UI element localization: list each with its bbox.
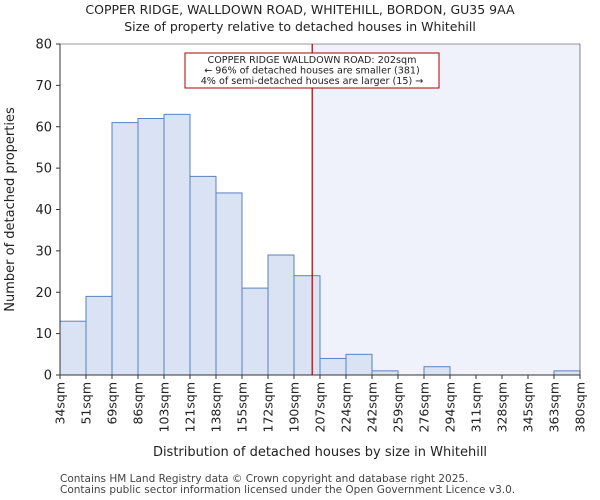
x-tick-label-10: 207sqm [313,382,328,432]
bar-11 [345,353,373,376]
y-tick-label-70: 70 [35,79,52,94]
x-tick-label-14: 276sqm [417,382,432,432]
bar-5 [189,175,217,376]
bar-12 [371,370,399,376]
x-tick-label-12: 242sqm [365,382,380,432]
chart-title: COPPER RIDGE, WALLDOWN ROAD, WHITEHILL, … [85,2,515,17]
x-tick-label-15: 294sqm [443,382,458,432]
y-tick-label-30: 30 [35,244,52,259]
bar-9 [293,275,321,376]
x-tick-label-1: 51sqm [79,382,94,425]
y-tick-label-20: 20 [35,286,52,301]
footer-copyright: Contains HM Land Registry data © Crown c… [60,473,469,485]
bar-10 [319,357,347,376]
x-tick-label-2: 69sqm [105,382,120,425]
x-tick-label-11: 224sqm [339,382,354,432]
annotation-box [184,52,440,89]
bar-4 [163,113,191,376]
annotation-line-3: 4% of semi-detached houses are larger (1… [201,76,424,87]
bar-8 [267,254,295,376]
x-tick-label-4: 103sqm [157,382,172,432]
x-tick-label-6: 138sqm [209,382,224,432]
bar-2 [111,122,139,376]
annotation-line-1: COPPER RIDGE WALLDOWN ROAD: 202sqm [208,55,417,66]
chart-subtitle: Size of property relative to detached ho… [124,19,476,34]
footer-licence: Contains public sector information licen… [60,484,516,496]
x-tick-label-8: 172sqm [261,382,276,432]
x-axis-title: Distribution of detached houses by size … [153,445,487,460]
x-tick-label-0: 34sqm [53,382,68,425]
y-tick-label-80: 80 [35,38,52,53]
bar-7 [241,287,269,376]
x-tick-label-5: 121sqm [183,382,198,432]
bar-19 [553,370,581,376]
x-tick-label-19: 363sqm [547,382,562,432]
bar-14 [423,366,451,376]
bar-3 [137,117,165,376]
y-tick-label-10: 10 [35,327,52,342]
highlight-region [312,44,580,375]
bar-0 [59,320,87,376]
histogram-chart: 0 10 20 30 40 50 60 70 80 34sqm 51sqm 69sqm 86sqm 103… [3,38,588,461]
x-tick-label-7: 155sqm [235,382,250,432]
y-tick-label-50: 50 [35,162,52,177]
x-tick-label-17: 328sqm [495,382,510,432]
y-axis-title: Number of detached properties [3,107,18,312]
bar-6 [215,192,243,376]
x-tick-label-16: 311sqm [469,382,484,432]
x-tick-label-3: 86sqm [131,382,146,425]
x-tick-label-9: 190sqm [287,382,302,432]
x-tick-label-20: 380sqm [573,382,588,432]
bar-1 [85,295,113,376]
x-tick-label-13: 259sqm [391,382,406,432]
x-tick-label-18: 345sqm [521,382,536,432]
y-tick-label-0: 0 [44,369,52,384]
y-tick-label-60: 60 [35,120,52,135]
y-tick-label-40: 40 [35,203,52,218]
annotation-line-2: ← 96% of detached houses are smaller (38… [204,66,420,77]
